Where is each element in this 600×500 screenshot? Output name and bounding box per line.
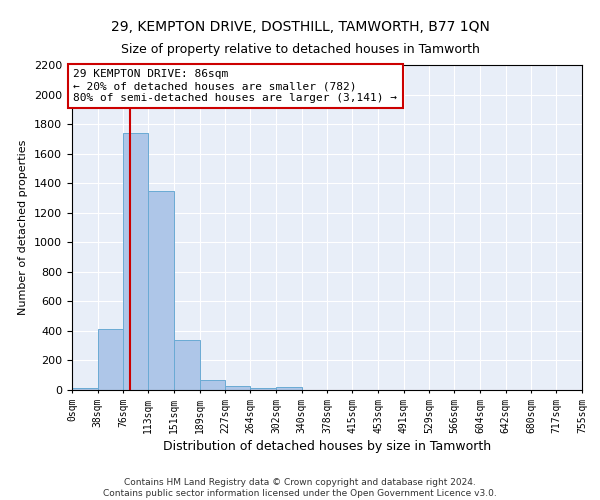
Text: Contains HM Land Registry data © Crown copyright and database right 2024.
Contai: Contains HM Land Registry data © Crown c…	[103, 478, 497, 498]
Bar	[98, 330, 124, 390]
Text: Size of property relative to detached houses in Tamworth: Size of property relative to detached ho…	[121, 42, 479, 56]
Text: 29 KEMPTON DRIVE: 86sqm
← 20% of detached houses are smaller (782)
80% of semi-d: 29 KEMPTON DRIVE: 86sqm ← 20% of detache…	[73, 70, 397, 102]
Y-axis label: Number of detached properties: Number of detached properties	[19, 140, 28, 315]
Text: 29, KEMPTON DRIVE, DOSTHILL, TAMWORTH, B77 1QN: 29, KEMPTON DRIVE, DOSTHILL, TAMWORTH, B…	[110, 20, 490, 34]
Bar	[72, 388, 98, 390]
Bar	[226, 386, 250, 390]
X-axis label: Distribution of detached houses by size in Tamworth: Distribution of detached houses by size …	[163, 440, 491, 453]
Bar	[200, 380, 226, 390]
Bar	[250, 388, 276, 390]
Bar	[174, 340, 200, 390]
Bar	[124, 133, 148, 390]
Bar	[148, 190, 174, 390]
Bar	[276, 387, 302, 390]
